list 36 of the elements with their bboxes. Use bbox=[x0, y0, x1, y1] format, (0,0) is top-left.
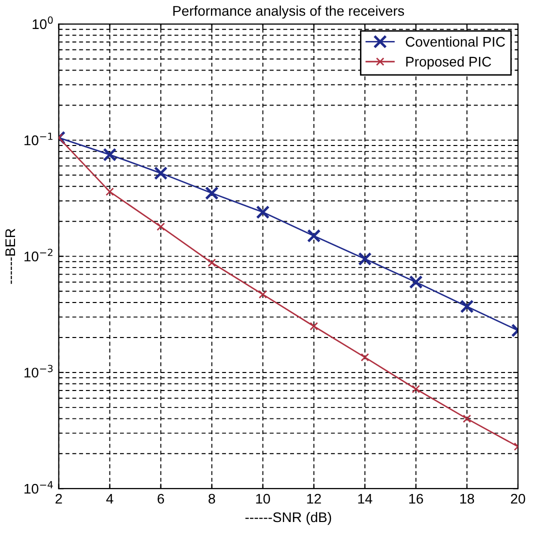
point bbox=[205, 186, 219, 200]
x-tick-label: 18 bbox=[460, 494, 474, 504]
point bbox=[256, 205, 270, 219]
point bbox=[409, 275, 423, 289]
point bbox=[360, 353, 370, 362]
x-axis-title: ------SNR (dB) bbox=[245, 512, 332, 525]
y-tick-label: 10$^{−3}$ bbox=[24, 364, 53, 378]
x-tick-label: 16 bbox=[409, 494, 424, 504]
x-tick-label: 2 bbox=[56, 494, 62, 504]
x-tick-label: 6 bbox=[158, 494, 164, 504]
point bbox=[258, 290, 268, 299]
point bbox=[208, 258, 216, 267]
y-tick-label: 10$^{0}$ bbox=[32, 16, 53, 30]
y-tick-label: 10$^{−4}$ bbox=[24, 481, 53, 494]
point bbox=[307, 229, 321, 243]
point bbox=[358, 252, 372, 266]
legend-label: Proposed PIC bbox=[406, 56, 492, 70]
point bbox=[102, 148, 117, 162]
point bbox=[156, 222, 165, 231]
y-tick-label: 10$^{−1}$ bbox=[24, 132, 52, 146]
legend-label: Coventional PIC bbox=[406, 36, 505, 47]
x-tick-label: 10 bbox=[256, 494, 270, 504]
point bbox=[412, 384, 420, 394]
x-tick-label: 8 bbox=[208, 494, 216, 504]
point bbox=[460, 300, 474, 314]
x-tick-label: 14 bbox=[358, 494, 372, 504]
x-tick-label: 12 bbox=[307, 494, 321, 504]
x-tick-label: 4 bbox=[106, 494, 114, 504]
point bbox=[154, 166, 168, 180]
point bbox=[462, 414, 472, 423]
x-tick-label: 20 bbox=[510, 494, 526, 504]
point bbox=[310, 322, 318, 330]
point bbox=[106, 188, 114, 196]
y-tick-label: 10$^{−2}$ bbox=[24, 248, 52, 262]
chart-title: Performance analysis of the receivers bbox=[173, 6, 404, 19]
y-axis-title: ------BER bbox=[5, 228, 16, 284]
